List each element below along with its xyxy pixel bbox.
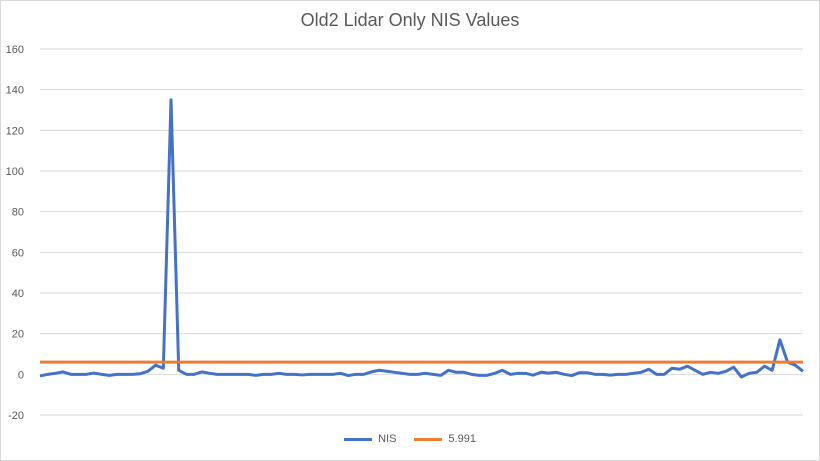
y-axis-labels: -20 0 20 40 60 80 100 120 140 160 [6,44,24,422]
series-line-nis [39,98,804,379]
legend: NIS 5.991 [0,433,820,445]
legend-item-nis: NIS [344,433,396,445]
y-tick-label: 40 [12,288,24,300]
y-tick-label: -20 [8,410,24,422]
y-tick-label: 80 [12,207,24,219]
y-tick-label: 100 [6,166,24,178]
legend-label-nis: NIS [378,433,397,445]
gridlines [40,48,803,416]
y-tick-label: 120 [6,125,24,137]
legend-label-threshold: 5.991 [448,433,476,445]
y-tick-label: 160 [6,44,24,56]
y-tick-label: 60 [12,247,24,259]
y-tick-label: 20 [12,329,24,341]
y-tick-label: 0 [18,369,24,381]
series-layer [39,98,804,379]
y-tick-label: 140 [6,85,24,97]
legend-swatch-nis [344,437,373,441]
legend-item-threshold: 5.991 [414,433,476,445]
legend-swatch-threshold [414,437,443,441]
chart-title: Old2 Lidar Only NIS Values [300,10,520,30]
